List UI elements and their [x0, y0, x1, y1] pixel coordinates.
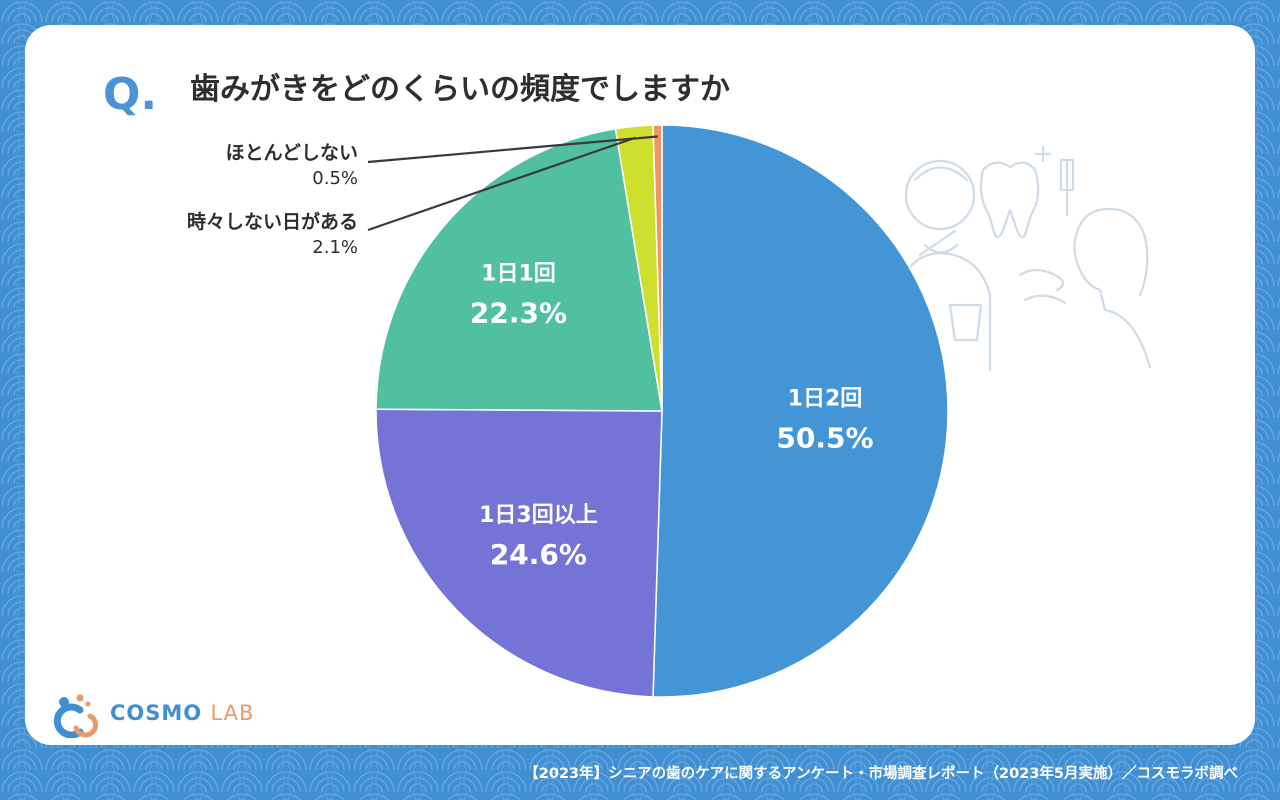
callout-name: 時々しない日がある — [186, 211, 358, 233]
slice-label: 1日3回以上 — [479, 503, 598, 528]
leader-line — [367, 135, 658, 164]
source-footer: 【2023年】シニアの歯のケアに関するアンケート・市場調査レポート（2023年5… — [524, 766, 1238, 782]
callout-value: 0.5% — [312, 168, 358, 189]
callout-sometimes-skip: 時々しない日がある 2.1% — [187, 209, 358, 261]
logo-text-cosmo: COSMO — [110, 701, 203, 725]
callout-value: 2.1% — [312, 237, 358, 258]
slice-label: 1日2回 — [788, 387, 863, 412]
pie-slice — [375, 408, 663, 698]
logo-text: COSMO LAB — [110, 701, 254, 725]
pie-slice — [375, 127, 663, 412]
question-title: 歯みがきをどのくらいの頻度でしますか — [190, 72, 730, 107]
leader-line — [367, 136, 636, 232]
callout-name: ほとんどしない — [225, 142, 358, 164]
seniors-brushing-teeth-illustration — [898, 145, 1152, 372]
slice-value-label: 50.5% — [776, 422, 873, 455]
pie-slice — [652, 124, 663, 412]
callout-rarely: ほとんどしない 0.5% — [226, 140, 358, 192]
slice-label: 1日1回 — [481, 261, 556, 286]
slice-value-label: 24.6% — [490, 538, 587, 571]
pie-slice — [652, 124, 949, 698]
slice-value-label: 22.3% — [470, 296, 567, 329]
logo-text-lab: LAB — [210, 701, 255, 725]
cosmo-lab-logo-icon — [53, 694, 98, 738]
question-marker: Q. — [103, 69, 158, 120]
